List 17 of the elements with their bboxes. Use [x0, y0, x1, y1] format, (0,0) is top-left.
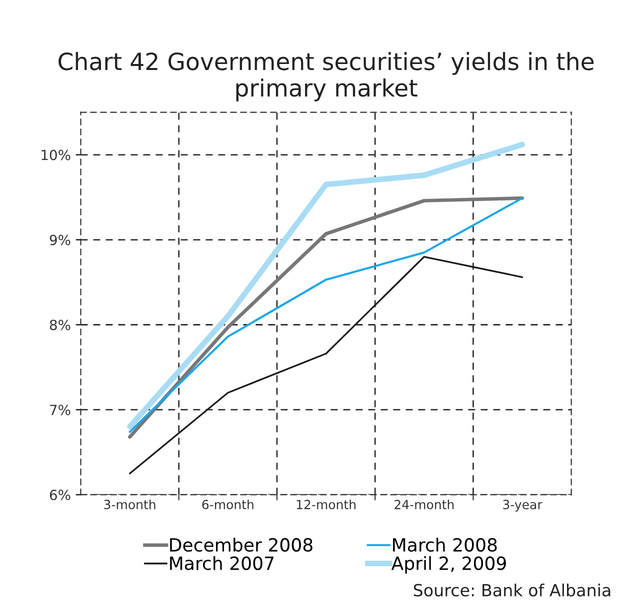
y-tick-label: 6%: [50, 490, 70, 500]
chart-title: Chart 42 Government securities’ yields in the primary market: [58, 52, 594, 102]
legend-label: March 2008: [393, 538, 497, 552]
y-tick-label: 9%: [50, 234, 70, 246]
legend-label: December 2008: [170, 538, 312, 552]
x-tick-label: 3-month: [104, 500, 156, 510]
source-note: Source: Bank of Albania: [414, 584, 610, 596]
x-tick-label: 12-month: [296, 500, 356, 510]
line-series: [128, 256, 524, 474]
y-tick-label: 10%: [42, 150, 70, 160]
x-tick-label: 3-year: [503, 500, 542, 512]
legend-label: April 2, 2009: [391, 556, 506, 574]
y-tick-label: 8%: [50, 320, 70, 330]
x-tick-label: 24-month: [394, 500, 454, 510]
y-tick-label: 7%: [50, 404, 70, 416]
legend-label: March 2007: [170, 556, 274, 570]
x-tick-label: 6-month: [202, 500, 254, 510]
